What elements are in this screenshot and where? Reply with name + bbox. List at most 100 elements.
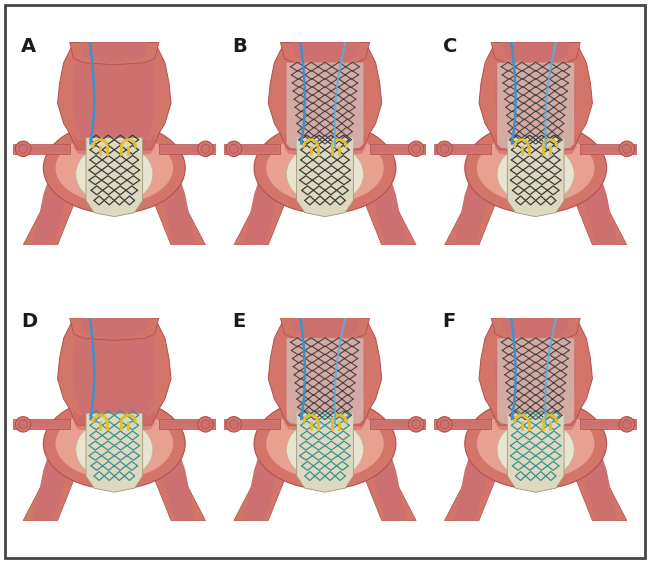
Text: A: A <box>21 37 36 56</box>
Polygon shape <box>479 318 592 426</box>
Polygon shape <box>580 419 637 430</box>
Polygon shape <box>80 318 149 338</box>
Text: D: D <box>21 312 37 331</box>
Polygon shape <box>497 62 574 152</box>
Circle shape <box>437 141 452 157</box>
Circle shape <box>201 420 210 429</box>
Polygon shape <box>13 419 70 430</box>
Polygon shape <box>495 409 576 434</box>
Polygon shape <box>501 318 570 338</box>
Ellipse shape <box>465 398 606 489</box>
Polygon shape <box>445 154 505 245</box>
Text: B: B <box>232 37 246 56</box>
Polygon shape <box>244 160 280 245</box>
Polygon shape <box>80 42 149 62</box>
Polygon shape <box>13 421 68 427</box>
Ellipse shape <box>287 419 363 480</box>
Polygon shape <box>356 430 416 521</box>
Polygon shape <box>74 318 155 426</box>
Circle shape <box>16 417 31 432</box>
Polygon shape <box>159 144 216 154</box>
Circle shape <box>226 417 242 432</box>
Ellipse shape <box>497 144 574 204</box>
Polygon shape <box>224 419 280 430</box>
Ellipse shape <box>266 408 384 479</box>
Polygon shape <box>161 421 216 427</box>
Polygon shape <box>159 419 216 430</box>
Polygon shape <box>582 146 637 152</box>
Polygon shape <box>33 435 70 521</box>
Polygon shape <box>372 146 426 152</box>
Circle shape <box>619 141 634 157</box>
Polygon shape <box>234 430 294 521</box>
Polygon shape <box>287 338 363 427</box>
Polygon shape <box>70 318 159 340</box>
Ellipse shape <box>44 398 185 489</box>
Polygon shape <box>70 42 159 65</box>
Polygon shape <box>479 42 592 150</box>
Ellipse shape <box>465 123 606 213</box>
Circle shape <box>408 141 424 157</box>
Circle shape <box>440 144 449 153</box>
Circle shape <box>201 144 210 153</box>
Polygon shape <box>285 133 365 158</box>
Polygon shape <box>159 160 196 245</box>
Polygon shape <box>13 144 70 154</box>
Circle shape <box>229 144 239 153</box>
Polygon shape <box>23 430 84 521</box>
Polygon shape <box>372 421 426 427</box>
Circle shape <box>440 420 449 429</box>
Circle shape <box>623 420 631 429</box>
Polygon shape <box>495 318 576 426</box>
Circle shape <box>16 141 31 157</box>
Polygon shape <box>268 318 382 426</box>
Polygon shape <box>370 435 406 521</box>
Polygon shape <box>454 435 491 521</box>
Polygon shape <box>370 144 426 154</box>
Polygon shape <box>370 160 406 245</box>
Polygon shape <box>285 409 365 434</box>
Circle shape <box>19 420 27 429</box>
Text: C: C <box>443 37 457 56</box>
Polygon shape <box>370 419 426 430</box>
Circle shape <box>623 144 631 153</box>
Polygon shape <box>86 137 142 217</box>
Ellipse shape <box>76 419 153 480</box>
Circle shape <box>19 144 27 153</box>
Polygon shape <box>491 42 580 65</box>
Polygon shape <box>74 133 155 158</box>
Polygon shape <box>224 421 278 427</box>
Ellipse shape <box>44 123 185 213</box>
Ellipse shape <box>477 133 595 203</box>
Polygon shape <box>145 154 205 245</box>
Polygon shape <box>356 154 416 245</box>
Circle shape <box>408 417 424 432</box>
Polygon shape <box>285 318 365 426</box>
Ellipse shape <box>497 419 574 480</box>
Ellipse shape <box>254 398 396 489</box>
Ellipse shape <box>254 123 396 213</box>
Polygon shape <box>501 42 570 62</box>
Ellipse shape <box>76 144 153 204</box>
Polygon shape <box>244 435 280 521</box>
Text: E: E <box>232 312 245 331</box>
Circle shape <box>229 420 239 429</box>
Circle shape <box>619 417 634 432</box>
Polygon shape <box>287 62 363 152</box>
Polygon shape <box>159 435 196 521</box>
Polygon shape <box>74 42 155 150</box>
Polygon shape <box>434 146 489 152</box>
Polygon shape <box>445 430 505 521</box>
Text: F: F <box>443 312 456 331</box>
Polygon shape <box>434 421 489 427</box>
Polygon shape <box>508 413 564 492</box>
Polygon shape <box>434 419 491 430</box>
Ellipse shape <box>266 133 384 203</box>
Polygon shape <box>224 146 278 152</box>
Polygon shape <box>58 42 171 150</box>
Polygon shape <box>74 409 155 434</box>
Polygon shape <box>491 318 580 340</box>
Polygon shape <box>454 160 491 245</box>
Polygon shape <box>224 144 280 154</box>
Polygon shape <box>13 146 68 152</box>
